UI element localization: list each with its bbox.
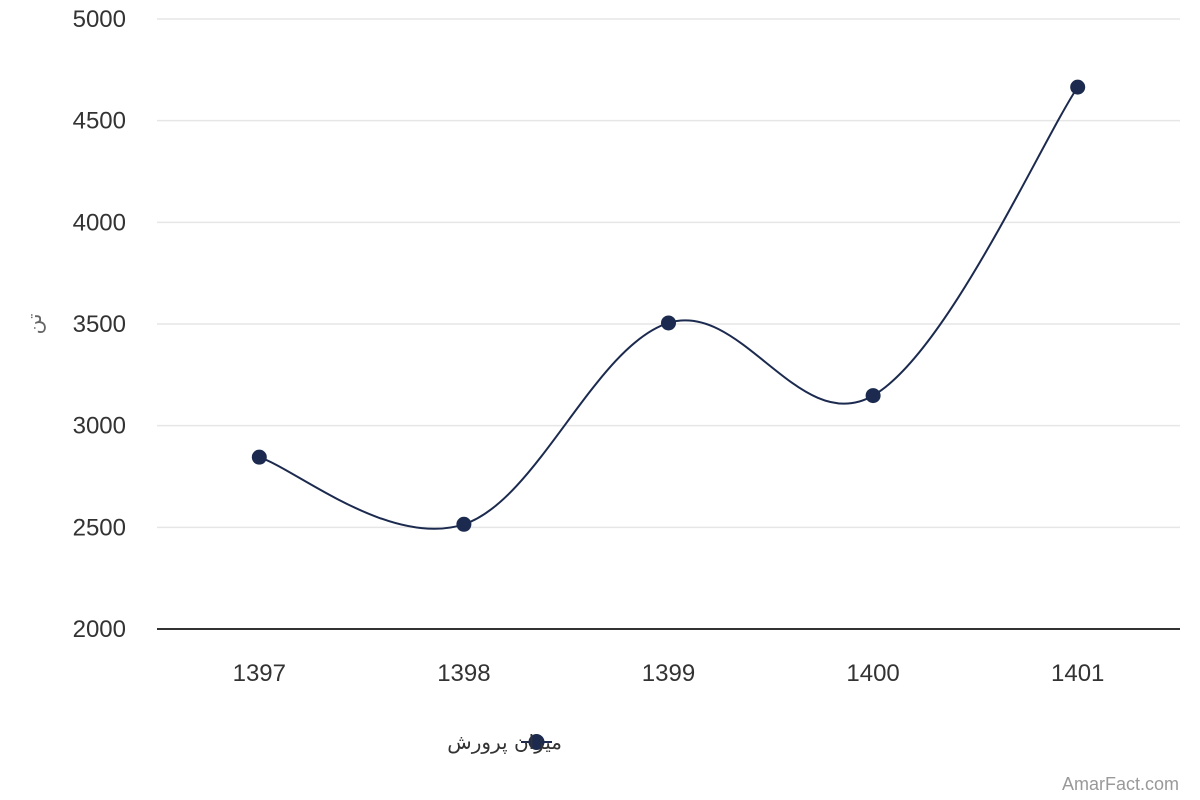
y-axis-title: تن — [22, 314, 46, 335]
legend-marker-icon — [528, 734, 545, 750]
y-tick-label: 5000 — [73, 6, 126, 33]
y-tick-label: 3500 — [73, 311, 126, 338]
series-line — [258, 86, 1079, 530]
x-tick-label: 1400 — [846, 660, 899, 687]
data-point[interactable] — [1070, 79, 1086, 95]
y-tick-label: 2000 — [73, 616, 126, 643]
y-axis-tick-labels: 2000 2500 3000 3500 4000 4500 5000 — [73, 6, 126, 643]
gridlines — [157, 18, 1180, 529]
x-tick-label: 1397 — [233, 660, 286, 687]
x-tick-label: 1399 — [642, 660, 695, 687]
x-tick-label: 1398 — [437, 660, 490, 687]
y-tick-label: 2500 — [73, 514, 126, 541]
legend-label: میزان پرورش — [447, 730, 562, 755]
watermark: AmarFact.com — [1062, 774, 1179, 794]
data-point[interactable] — [661, 315, 676, 331]
data-point[interactable] — [865, 388, 881, 404]
y-tick-label: 3000 — [73, 413, 126, 440]
y-tick-label: 4000 — [73, 209, 126, 236]
data-point[interactable] — [251, 449, 267, 465]
series-layer — [251, 79, 1086, 532]
x-axis-tick-labels: 1397 1398 1399 1400 1401 — [233, 660, 1105, 687]
data-point[interactable] — [456, 516, 472, 532]
y-tick-label: 4500 — [73, 108, 126, 135]
legend[interactable]: میزان پرورش — [447, 730, 562, 755]
x-tick-label: 1401 — [1051, 660, 1104, 687]
